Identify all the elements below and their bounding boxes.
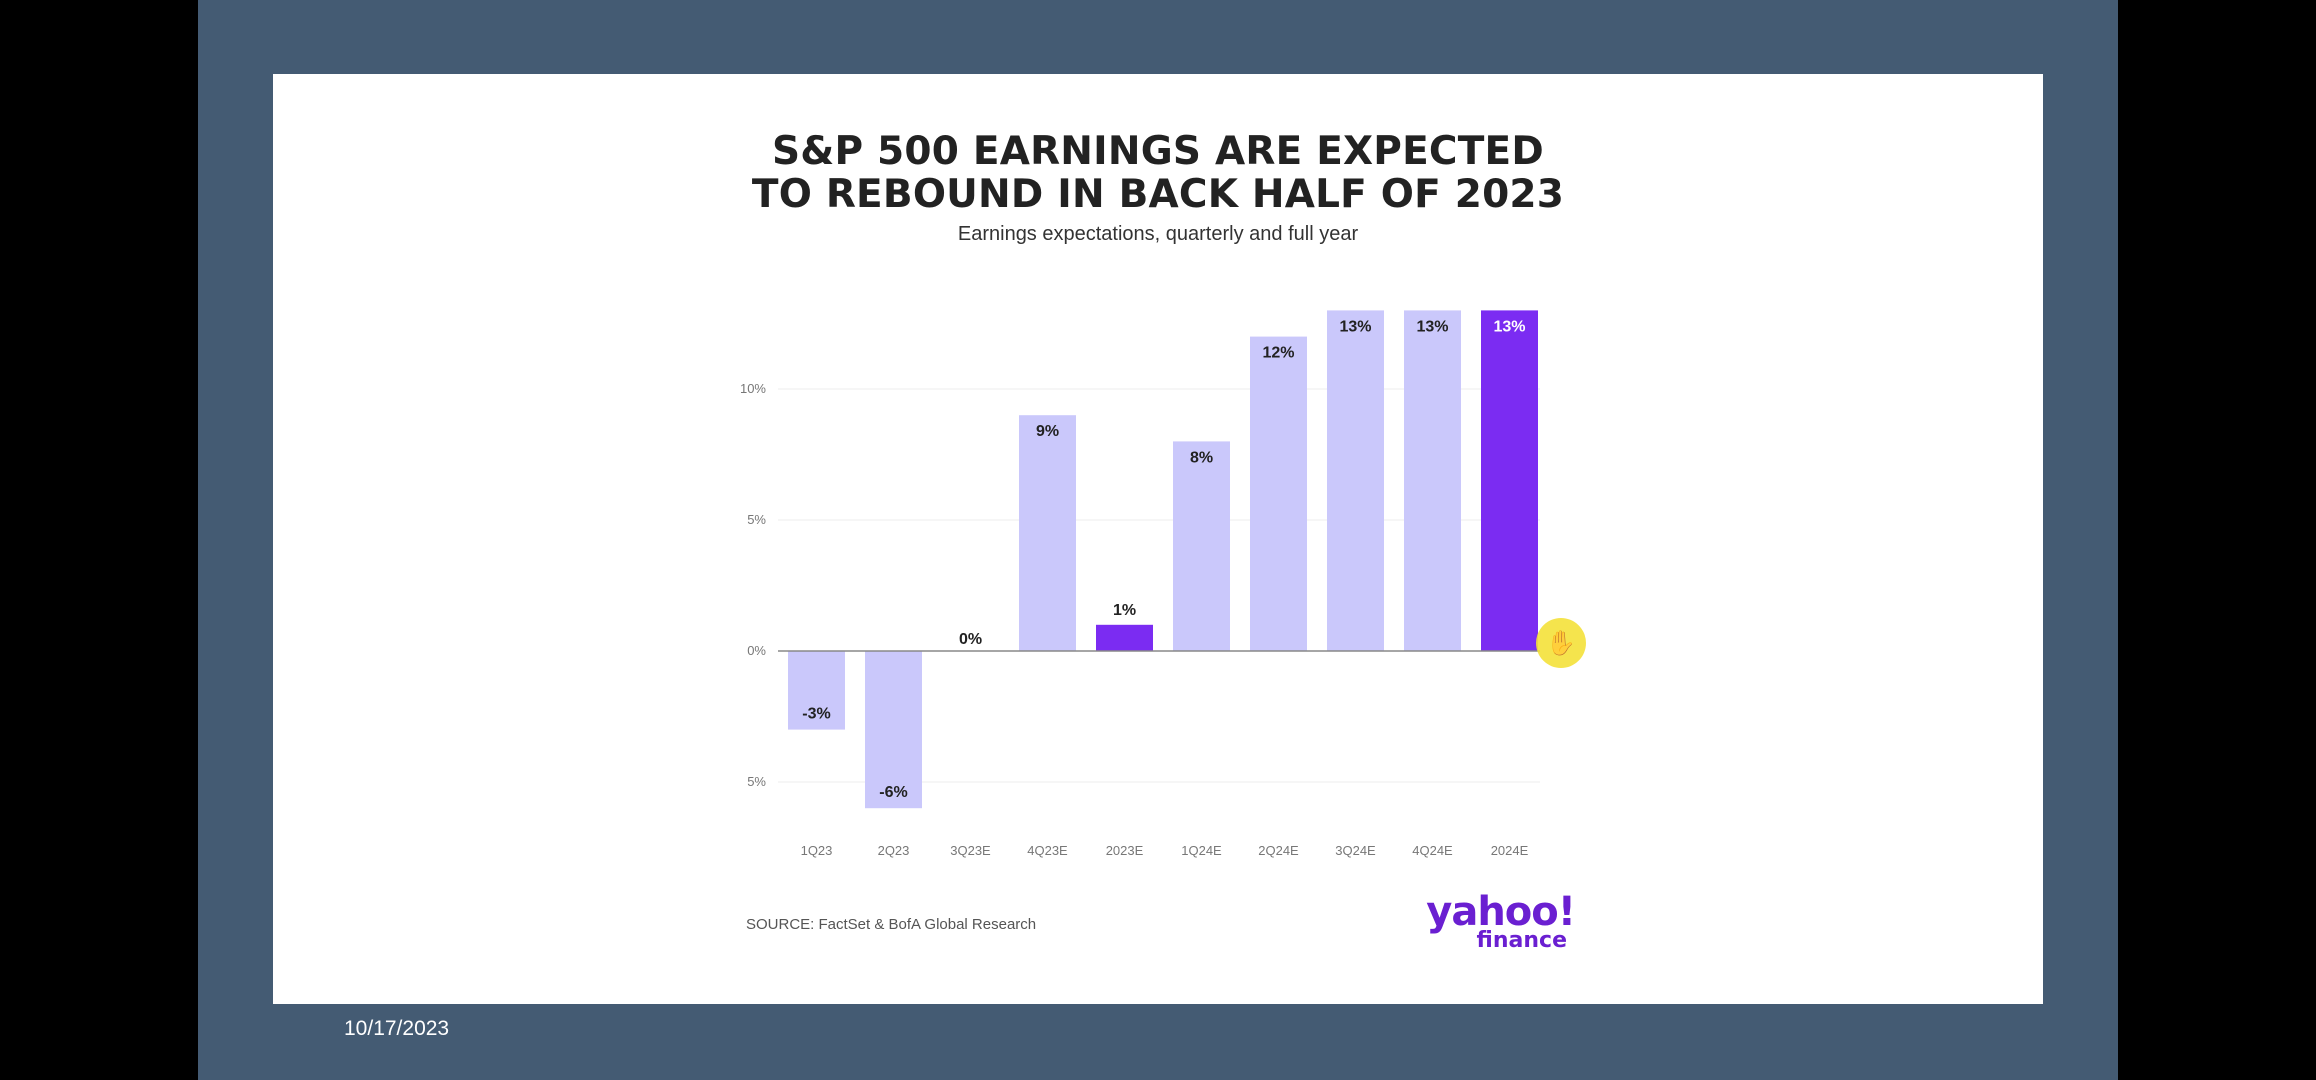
bar — [1019, 415, 1076, 651]
source-note: SOURCE: FactSet & BofA Global Research — [746, 916, 1037, 933]
y-tick-labels: 10% 5% 0% 5% — [740, 381, 766, 789]
y-tick-label: 10% — [740, 381, 766, 396]
chart-title-line1: S&P 500 EARNINGS ARE EXPECTED — [772, 129, 1544, 174]
bar — [1096, 624, 1153, 651]
y-tick-label: 5% — [747, 512, 766, 527]
bars — [788, 310, 1538, 809]
data-label: 9% — [1036, 423, 1059, 440]
category-label: 4Q23E — [1027, 843, 1068, 858]
category-label: 1Q23 — [801, 843, 833, 858]
category-label: 2Q24E — [1258, 843, 1299, 858]
chart-card: S&P 500 EARNINGS ARE EXPECTED TO REBOUND… — [273, 74, 2043, 1004]
slide-date: 10/17/2023 — [344, 1017, 450, 1040]
logo-finance-text: finance — [1476, 928, 1567, 953]
category-label: 2023E — [1106, 843, 1144, 858]
category-label: 3Q24E — [1335, 843, 1376, 858]
bar — [1250, 336, 1307, 651]
data-label: 13% — [1493, 318, 1525, 335]
bar — [788, 651, 845, 730]
data-label: 13% — [1339, 318, 1371, 335]
category-label: 2Q23 — [878, 843, 910, 858]
data-label: -3% — [802, 706, 830, 723]
chart-subtitle: Earnings expectations, quarterly and ful… — [957, 223, 1359, 245]
bar — [1481, 310, 1538, 651]
data-label: 13% — [1416, 318, 1448, 335]
data-label: 12% — [1262, 345, 1294, 362]
category-labels: 1Q23 2Q23 3Q23E 4Q23E 2023E 1Q24E 2Q24E 3Q24E 4Q… — [801, 843, 1529, 858]
data-labels: -3% -6% 0% 9% 1% 8% 12% 13% 13% 13% — [802, 318, 1525, 801]
category-label: 3Q23E — [950, 843, 991, 858]
yahoo-finance-logo: yahoo! finance — [1415, 889, 1576, 953]
bar — [1173, 441, 1230, 651]
bar — [1327, 310, 1384, 651]
data-label: -6% — [879, 784, 907, 801]
y-tick-label: 5% — [747, 774, 766, 789]
logo-yahoo-text: yahoo! — [1426, 889, 1576, 935]
hand-grab-icon: ✋ — [1536, 618, 1586, 668]
bar-chart: 10% 5% 0% 5% -3% -6% 0% 9% 1% 8% 12% 13% 13% 13% 1Q2… — [740, 310, 1540, 858]
category-label: 2024E — [1491, 843, 1529, 858]
category-label: 4Q24E — [1412, 843, 1453, 858]
bar — [1404, 310, 1461, 651]
bar — [865, 651, 922, 809]
chart-title-line2: TO REBOUND IN BACK HALF OF 2023 — [751, 172, 1565, 217]
y-tick-label: 0% — [747, 643, 766, 658]
data-label: 1% — [1113, 602, 1136, 619]
chart-title: S&P 500 EARNINGS ARE EXPECTED TO REBOUND… — [273, 130, 2043, 216]
data-label: 0% — [959, 631, 982, 648]
data-label: 8% — [1190, 449, 1213, 466]
category-label: 1Q24E — [1181, 843, 1222, 858]
